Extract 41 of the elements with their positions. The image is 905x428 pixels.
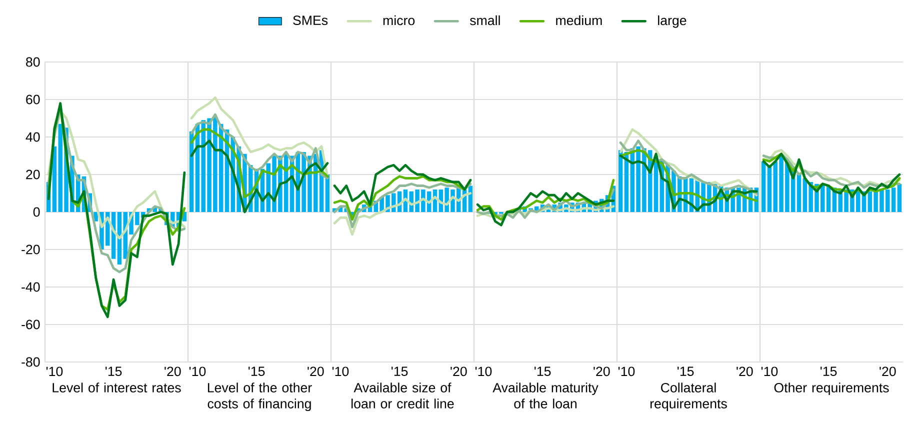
y-tick-label: 80 bbox=[26, 57, 40, 67]
x-tick-label: '20 bbox=[308, 366, 324, 376]
bar bbox=[761, 161, 766, 212]
x-tick-label: '10 bbox=[618, 366, 635, 376]
y-tick-label: 20 bbox=[26, 170, 40, 180]
legend-label: SMEs bbox=[293, 16, 328, 26]
y-tick-label: -60 bbox=[22, 320, 40, 330]
y-tick-label: -80 bbox=[22, 357, 40, 367]
x-tick-label: '10 bbox=[332, 366, 349, 376]
y-tick-label: 0 bbox=[33, 207, 40, 217]
legend-label: micro bbox=[383, 15, 415, 26]
y-tick-label: 40 bbox=[26, 132, 40, 142]
x-tick-label: '20 bbox=[164, 366, 181, 376]
legend-label: small bbox=[470, 15, 500, 26]
x-tick-label: '10 bbox=[46, 366, 63, 376]
bar bbox=[796, 174, 802, 212]
x-tick-label: '15 bbox=[820, 366, 837, 376]
x-tick-label: '20 bbox=[880, 366, 896, 376]
x-tick-label: '15 bbox=[678, 366, 694, 376]
x-tick-label: '15 bbox=[392, 366, 408, 376]
x-axis-title: Level of the other costs of financing bbox=[208, 382, 312, 412]
y-tick-label: 60 bbox=[26, 94, 40, 104]
x-axis-title: Available size of loan or credit line bbox=[352, 382, 454, 408]
x-axis-title: Available maturity of the loan bbox=[492, 382, 598, 408]
legend-label: medium bbox=[556, 15, 602, 26]
bar bbox=[897, 184, 902, 212]
y-tick-label: -20 bbox=[22, 244, 40, 254]
x-axis-title: Level of interest rates bbox=[52, 382, 181, 392]
x-tick-label: '15 bbox=[248, 366, 265, 376]
x-tick-label: '15 bbox=[534, 366, 551, 376]
x-axis-title: Other requirements bbox=[774, 382, 889, 396]
x-tick-label: '10 bbox=[761, 366, 778, 376]
legend-label: large bbox=[658, 15, 686, 28]
x-tick-label: '20 bbox=[450, 366, 467, 376]
x-tick-label: '20 bbox=[736, 366, 753, 376]
x-tick-label: '20 bbox=[594, 366, 610, 376]
x-tick-label: '10 bbox=[475, 366, 492, 376]
x-axis-title: Collateral requirements bbox=[650, 382, 727, 412]
x-tick-label: '15 bbox=[106, 366, 122, 376]
x-tick-label: '10 bbox=[189, 366, 206, 376]
y-tick-label: -40 bbox=[22, 282, 40, 292]
